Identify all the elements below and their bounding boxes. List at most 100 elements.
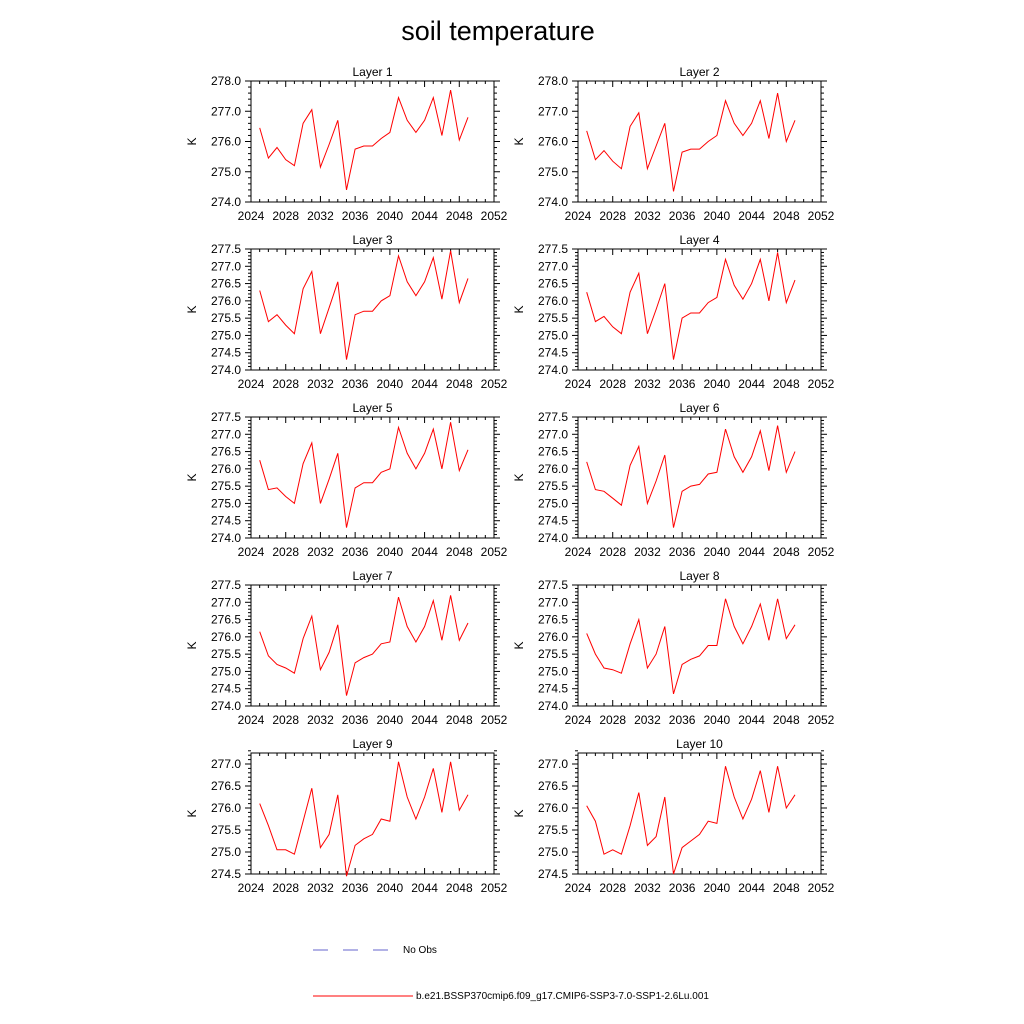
x-tick-label: 2028 xyxy=(599,209,626,223)
x-tick-label: 2048 xyxy=(446,545,473,559)
x-tick-label: 2028 xyxy=(272,713,299,727)
y-tick-label: 275.5 xyxy=(538,311,568,325)
x-tick-label: 2024 xyxy=(238,881,265,895)
x-tick-label: 2024 xyxy=(238,713,265,727)
x-tick-label: 2024 xyxy=(565,881,592,895)
panel-grid: Layer 1 K 2024 2028 2032 2036 2040 2044 2048 2052… xyxy=(185,65,835,895)
panel-layer-6: Layer 6 K 2024 2028 2032 2036 2040 2044 2048 2052… xyxy=(512,401,835,559)
plot-frame xyxy=(250,584,495,707)
x-tick-label: 2036 xyxy=(669,209,696,223)
y-tick-label: 277.0 xyxy=(538,104,568,118)
y-tick-label: 274.5 xyxy=(538,514,568,528)
panel-layer-5: Layer 5 K 2024 2028 2032 2036 2040 2044 2048 2052… xyxy=(185,401,508,559)
y-tick-label: 276.5 xyxy=(211,277,241,291)
y-axis-label: K xyxy=(185,641,199,649)
y-tick-label: 274.0 xyxy=(211,363,241,377)
y-tick-label: 277.5 xyxy=(211,578,241,592)
series-line-model xyxy=(586,252,796,360)
x-tick-label: 2036 xyxy=(669,881,696,895)
x-tick-label: 2028 xyxy=(272,881,299,895)
x-tick-label: 2036 xyxy=(342,377,369,391)
x-tick-label: 2036 xyxy=(669,713,696,727)
y-tick-label: 275.0 xyxy=(538,845,568,859)
x-tick-label: 2052 xyxy=(808,209,835,223)
y-tick-label: 275.0 xyxy=(538,664,568,678)
x-tick-label: 2040 xyxy=(377,713,404,727)
x-tick-label: 2032 xyxy=(307,713,334,727)
panel-title: Layer 5 xyxy=(352,401,392,415)
y-tick-label: 277.5 xyxy=(538,410,568,424)
y-tick-label: 275.5 xyxy=(538,647,568,661)
y-tick-label: 275.0 xyxy=(538,496,568,510)
y-tick-label: 275.5 xyxy=(211,479,241,493)
x-tick-label: 2032 xyxy=(634,209,661,223)
series-line-model xyxy=(259,422,469,528)
y-tick-label: 276.5 xyxy=(538,779,568,793)
y-tick-label: 276.5 xyxy=(538,613,568,627)
series-line-model xyxy=(586,766,796,875)
x-tick-label: 2052 xyxy=(481,545,508,559)
x-tick-label: 2024 xyxy=(565,377,592,391)
y-tick-label: 277.5 xyxy=(211,242,241,256)
plot-frame xyxy=(577,752,822,875)
x-tick-label: 2032 xyxy=(634,713,661,727)
x-tick-label: 2044 xyxy=(738,713,765,727)
panel-layer-2: Layer 2 K 2024 2028 2032 2036 2040 2044 2048 2052… xyxy=(512,65,835,223)
y-tick-label: 275.5 xyxy=(211,311,241,325)
panel-layer-9: Layer 9 K 2024 2028 2032 2036 2040 2044 2048 2052… xyxy=(185,737,508,895)
x-tick-label: 2048 xyxy=(446,881,473,895)
figure-title: soil temperature xyxy=(401,16,595,46)
x-tick-label: 2044 xyxy=(411,881,438,895)
y-tick-label: 276.5 xyxy=(211,445,241,459)
y-tick-label: 274.5 xyxy=(538,346,568,360)
y-tick-label: 275.5 xyxy=(538,823,568,837)
panel-title: Layer 6 xyxy=(679,401,719,415)
panel-title: Layer 10 xyxy=(676,737,723,751)
x-tick-label: 2040 xyxy=(704,377,731,391)
y-tick-label: 274.0 xyxy=(211,531,241,545)
y-tick-label: 276.5 xyxy=(538,445,568,459)
panel-title: Layer 1 xyxy=(352,65,392,79)
series-line-model xyxy=(259,250,469,360)
y-tick-label: 275.0 xyxy=(211,328,241,342)
y-tick-label: 277.0 xyxy=(538,427,568,441)
y-tick-label: 274.5 xyxy=(538,682,568,696)
x-tick-label: 2044 xyxy=(411,545,438,559)
panel-title: Layer 3 xyxy=(352,233,392,247)
x-tick-label: 2052 xyxy=(481,881,508,895)
x-tick-label: 2024 xyxy=(238,377,265,391)
series-line-model xyxy=(586,598,796,695)
y-tick-label: 278.0 xyxy=(538,74,568,88)
panel-title: Layer 9 xyxy=(352,737,392,751)
y-axis-label: K xyxy=(512,137,526,145)
x-tick-label: 2040 xyxy=(377,881,404,895)
x-tick-label: 2028 xyxy=(272,377,299,391)
y-tick-label: 275.0 xyxy=(211,845,241,859)
series-line-model xyxy=(259,761,469,877)
y-tick-label: 275.0 xyxy=(538,165,568,179)
y-tick-label: 274.0 xyxy=(538,531,568,545)
x-tick-label: 2040 xyxy=(704,209,731,223)
x-tick-label: 2048 xyxy=(773,713,800,727)
x-tick-label: 2040 xyxy=(704,881,731,895)
x-tick-label: 2032 xyxy=(634,881,661,895)
y-tick-label: 277.5 xyxy=(538,578,568,592)
y-tick-label: 275.0 xyxy=(538,328,568,342)
y-tick-label: 277.0 xyxy=(211,104,241,118)
y-tick-label: 274.0 xyxy=(538,195,568,209)
x-tick-label: 2036 xyxy=(669,545,696,559)
x-tick-label: 2048 xyxy=(773,377,800,391)
x-tick-label: 2040 xyxy=(704,545,731,559)
y-tick-label: 274.5 xyxy=(211,514,241,528)
y-tick-label: 277.0 xyxy=(211,427,241,441)
y-tick-label: 274.0 xyxy=(538,699,568,713)
y-tick-label: 276.0 xyxy=(538,630,568,644)
x-tick-label: 2032 xyxy=(634,545,661,559)
x-tick-label: 2028 xyxy=(599,713,626,727)
y-tick-label: 276.0 xyxy=(211,294,241,308)
panel-title: Layer 2 xyxy=(679,65,719,79)
series-line-model xyxy=(259,595,469,696)
plot-frame xyxy=(577,80,822,203)
x-tick-label: 2044 xyxy=(411,713,438,727)
